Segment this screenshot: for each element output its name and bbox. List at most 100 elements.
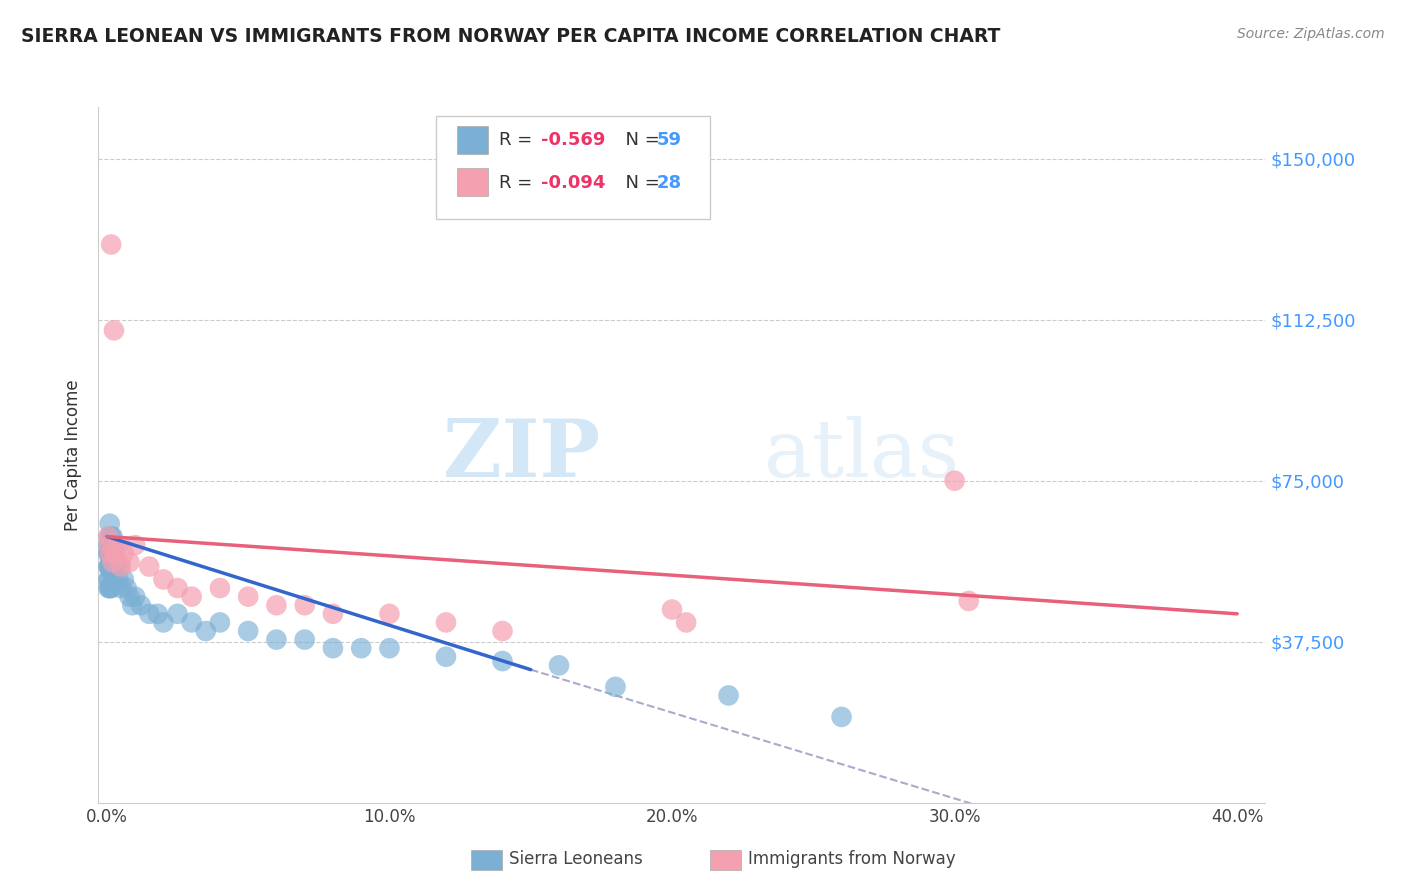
Point bbox=[97, 573, 120, 587]
Point bbox=[208, 615, 231, 630]
Point bbox=[107, 538, 129, 552]
Point bbox=[138, 559, 160, 574]
Point bbox=[98, 581, 121, 595]
Text: ZIP: ZIP bbox=[443, 416, 600, 494]
Point bbox=[97, 529, 120, 543]
Point bbox=[434, 615, 457, 630]
Point bbox=[98, 581, 121, 595]
Point bbox=[266, 599, 288, 613]
Point bbox=[100, 237, 122, 252]
Point bbox=[100, 564, 122, 578]
Point bbox=[98, 538, 121, 552]
Point bbox=[166, 581, 188, 595]
Point bbox=[124, 590, 146, 604]
Point bbox=[146, 607, 169, 621]
Text: N =: N = bbox=[614, 131, 666, 149]
Text: -0.569: -0.569 bbox=[541, 131, 606, 149]
Point bbox=[121, 599, 143, 613]
Point bbox=[194, 624, 217, 638]
Point bbox=[180, 590, 202, 604]
Point bbox=[101, 547, 124, 561]
Point bbox=[105, 564, 128, 578]
Text: Sierra Leoneans: Sierra Leoneans bbox=[509, 850, 643, 868]
Point bbox=[98, 547, 121, 561]
Point bbox=[434, 649, 457, 664]
Point bbox=[129, 599, 152, 613]
Point bbox=[115, 581, 138, 595]
Point bbox=[661, 602, 683, 616]
Point bbox=[238, 590, 260, 604]
Point bbox=[98, 538, 121, 552]
Point bbox=[101, 564, 124, 578]
Point bbox=[101, 529, 124, 543]
Point bbox=[831, 710, 853, 724]
Point bbox=[104, 547, 127, 561]
Point bbox=[100, 529, 122, 543]
Y-axis label: Per Capita Income: Per Capita Income bbox=[65, 379, 83, 531]
Point bbox=[322, 641, 344, 656]
Point bbox=[101, 547, 124, 561]
Point bbox=[491, 654, 513, 668]
Point bbox=[101, 555, 124, 569]
Point bbox=[943, 474, 966, 488]
Point bbox=[101, 564, 124, 578]
Point bbox=[101, 555, 124, 569]
Text: atlas: atlas bbox=[763, 416, 959, 494]
Point bbox=[97, 559, 120, 574]
Point bbox=[98, 516, 121, 531]
Point bbox=[98, 529, 121, 543]
Point bbox=[350, 641, 373, 656]
Point bbox=[548, 658, 571, 673]
Point bbox=[378, 641, 401, 656]
Point bbox=[378, 607, 401, 621]
Point bbox=[118, 590, 141, 604]
Point bbox=[166, 607, 188, 621]
Point bbox=[112, 573, 135, 587]
Point bbox=[238, 624, 260, 638]
Point bbox=[98, 547, 121, 561]
Point bbox=[97, 538, 120, 552]
Point bbox=[491, 624, 513, 638]
Point bbox=[266, 632, 288, 647]
Point bbox=[100, 547, 122, 561]
Point bbox=[104, 555, 127, 569]
Point bbox=[605, 680, 627, 694]
Point bbox=[98, 559, 121, 574]
Point bbox=[152, 573, 174, 587]
Point bbox=[675, 615, 697, 630]
Point bbox=[97, 581, 120, 595]
Point bbox=[98, 559, 121, 574]
Point bbox=[98, 538, 121, 552]
Text: 28: 28 bbox=[657, 174, 682, 192]
Point bbox=[104, 547, 127, 561]
Point bbox=[103, 323, 125, 337]
Point bbox=[152, 615, 174, 630]
Text: N =: N = bbox=[614, 174, 666, 192]
Point bbox=[98, 573, 121, 587]
Point bbox=[957, 594, 980, 608]
Point bbox=[294, 632, 316, 647]
Point bbox=[322, 607, 344, 621]
Point bbox=[97, 547, 120, 561]
Text: SIERRA LEONEAN VS IMMIGRANTS FROM NORWAY PER CAPITA INCOME CORRELATION CHART: SIERRA LEONEAN VS IMMIGRANTS FROM NORWAY… bbox=[21, 27, 1001, 45]
Point bbox=[138, 607, 160, 621]
Point bbox=[107, 573, 129, 587]
Text: 59: 59 bbox=[657, 131, 682, 149]
Point bbox=[103, 538, 125, 552]
Text: R =: R = bbox=[499, 131, 538, 149]
Text: Immigrants from Norway: Immigrants from Norway bbox=[748, 850, 956, 868]
Text: -0.094: -0.094 bbox=[541, 174, 606, 192]
Point bbox=[110, 581, 132, 595]
Point bbox=[180, 615, 202, 630]
Point bbox=[717, 689, 740, 703]
Point bbox=[208, 581, 231, 595]
Point bbox=[103, 559, 125, 574]
Point bbox=[108, 559, 131, 574]
Point bbox=[110, 559, 132, 574]
Point bbox=[294, 599, 316, 613]
Text: R =: R = bbox=[499, 174, 538, 192]
Point bbox=[124, 538, 146, 552]
Point bbox=[98, 559, 121, 574]
Point bbox=[118, 555, 141, 569]
Text: Source: ZipAtlas.com: Source: ZipAtlas.com bbox=[1237, 27, 1385, 41]
